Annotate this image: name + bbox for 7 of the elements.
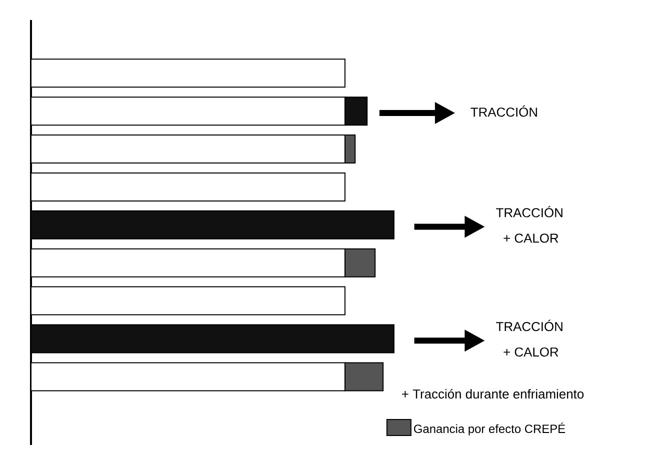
text: + Tracción durante enfriamiento [402,388,584,399]
text: + CALOR [504,347,558,357]
legend-label: Ganancia por efecto CREPÉ [414,422,566,436]
text: TRACCIÓN [496,320,562,332]
text: + CALOR [504,234,558,243]
text: TRACCIÓN [470,105,537,117]
text: TRACCIÓN [496,206,562,218]
